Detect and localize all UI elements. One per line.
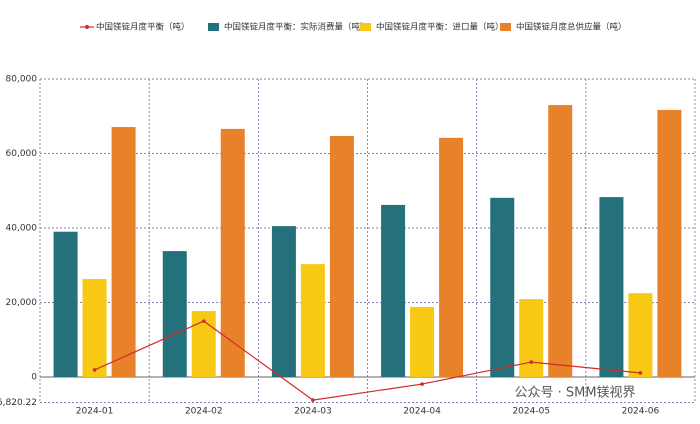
y-tick-label: 60,000 — [6, 149, 38, 159]
y-tick-label: 40,000 — [6, 223, 38, 233]
bar — [628, 293, 653, 377]
legend-label: 中国镁锭月度平衡：实际消费量（吨） — [224, 22, 369, 33]
bar — [381, 204, 406, 377]
bar — [300, 264, 325, 377]
y-tick-label: 80,000 — [6, 75, 38, 85]
bar — [220, 128, 245, 377]
bar — [490, 197, 515, 377]
legend-swatch — [500, 23, 511, 31]
y-tick-label: 0 — [31, 372, 37, 382]
legend-swatch — [85, 25, 89, 29]
bar — [111, 127, 136, 377]
x-tick-label: 2024-04 — [403, 407, 441, 417]
bar — [162, 251, 187, 377]
x-tick-label: 2024-01 — [76, 407, 114, 417]
bar — [548, 105, 573, 377]
bar — [410, 306, 435, 377]
x-tick-label: 2024-02 — [185, 407, 223, 417]
bar — [329, 135, 354, 377]
y-tick-label: -6,820.22 — [0, 398, 37, 408]
legend: 中国镁锭月度平衡（吨） 中国镁锭月度平衡：实际消费量（吨） 中国镁锭月度平衡：进口量… — [80, 22, 627, 33]
point — [529, 360, 534, 364]
bar — [439, 137, 464, 377]
y-tick-label: 20,000 — [6, 298, 38, 308]
point — [420, 382, 424, 386]
grid — [39, 78, 696, 403]
bar — [657, 109, 682, 377]
point — [92, 368, 97, 372]
bar — [271, 226, 296, 377]
legend-label: 中国镁锭月度平衡（吨） — [96, 22, 190, 33]
watermark: 公众号 · SMM镁视界 — [514, 386, 635, 401]
point — [311, 398, 315, 402]
bar — [599, 197, 624, 377]
line — [94, 320, 641, 401]
bar — [53, 231, 78, 377]
legend-label: 中国镁锭月度总供应量（吨） — [516, 22, 627, 33]
legend-swatch — [360, 23, 371, 31]
bar — [82, 279, 107, 377]
x-tick-label: 2024-06 — [622, 407, 660, 417]
legend-label: 中国镁锭月度平衡：进口量（吨） — [376, 22, 504, 33]
x-tick-label: 2024-03 — [294, 407, 332, 417]
x-tick-label: 2024-05 — [512, 407, 550, 417]
bar — [519, 299, 544, 377]
point — [638, 371, 643, 375]
legend-swatch — [208, 23, 219, 31]
point — [201, 319, 206, 323]
